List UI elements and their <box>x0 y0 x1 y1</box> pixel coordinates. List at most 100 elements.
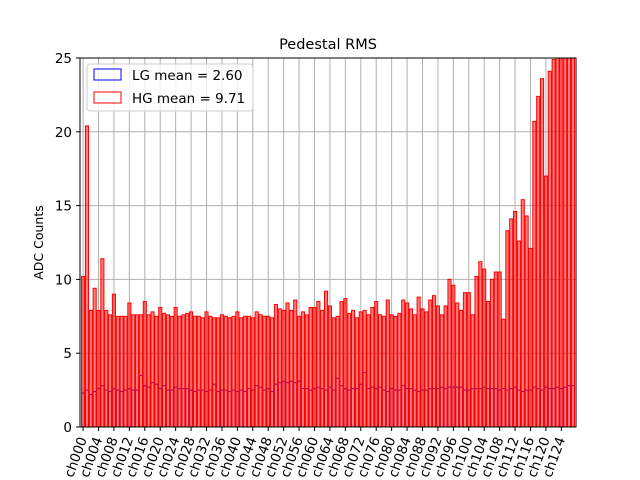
bar-hg <box>111 293 116 428</box>
plot-frame <box>79 57 577 428</box>
bar-hg <box>339 301 344 428</box>
bar-hg <box>289 309 294 428</box>
bar-hg <box>370 306 375 428</box>
bar-hg <box>354 317 359 428</box>
bar-hg <box>204 311 209 428</box>
bar-hg <box>408 308 413 428</box>
bar-hg <box>420 308 425 428</box>
bar-hg <box>146 314 151 428</box>
bar-hg <box>536 95 541 428</box>
bar-hg <box>559 57 564 428</box>
bar-hg <box>100 258 105 428</box>
bar-hg <box>119 315 124 428</box>
bar-hg <box>115 315 120 428</box>
bar-hg <box>246 315 251 428</box>
bar-hg <box>216 317 221 428</box>
bar-hg <box>393 315 398 428</box>
bar-hg <box>281 309 286 428</box>
bar-hg <box>165 314 170 428</box>
bar-hg <box>320 309 325 428</box>
bar-hg <box>466 292 471 428</box>
bar-hg <box>505 230 510 428</box>
legend-swatch-lg <box>93 68 122 81</box>
bar-hg <box>397 312 402 428</box>
bar-hg <box>169 315 174 428</box>
chart-title: Pedestal RMS <box>279 37 377 53</box>
bar-hg <box>324 290 329 428</box>
bar-hg <box>520 199 525 428</box>
bar-hg <box>266 315 271 428</box>
bar-hg <box>88 309 93 428</box>
bar-hg <box>474 275 479 428</box>
bar-hg <box>312 306 317 428</box>
bar-hg <box>223 315 228 428</box>
bar-hg <box>219 314 224 428</box>
bar-hg <box>513 211 518 428</box>
bar-hg <box>563 57 568 428</box>
bar-hg <box>262 315 267 428</box>
bar-hg <box>293 299 298 428</box>
bar-hg <box>424 311 429 428</box>
bar-hg <box>555 57 560 428</box>
bar-hg <box>92 287 97 428</box>
bar-hg <box>486 301 491 428</box>
bar-hg <box>331 317 336 428</box>
bar-hg <box>277 308 282 428</box>
bar-hg <box>200 317 205 428</box>
bar-hg <box>551 58 556 428</box>
bar-hg <box>254 311 259 428</box>
bar-hg <box>540 78 545 428</box>
bar-hg <box>162 312 167 428</box>
bar-hg <box>343 298 348 428</box>
bar-hg <box>270 317 275 428</box>
bar-hg <box>482 268 487 428</box>
bar-hg <box>567 57 572 428</box>
bar-hg <box>235 311 240 428</box>
bar-hg <box>335 315 340 428</box>
bar-hg <box>389 314 394 428</box>
bar-hg <box>381 315 386 428</box>
bar-hg <box>528 247 533 428</box>
bar-hg <box>158 306 163 428</box>
bar-hg <box>401 299 406 428</box>
bar-hg <box>243 315 248 428</box>
bar-hg <box>570 57 575 428</box>
bar-hg <box>316 301 321 428</box>
bar-hg <box>227 317 232 428</box>
bar-hg <box>138 314 143 428</box>
bar-hg <box>524 215 529 428</box>
bar-hg <box>81 275 86 428</box>
bar-hg <box>212 317 217 428</box>
bar-hg <box>304 314 309 428</box>
bar-hg <box>231 315 236 428</box>
bar-hg <box>435 305 440 428</box>
bar-hg <box>447 278 452 428</box>
bar-hg <box>493 271 498 428</box>
bar-hg <box>516 240 521 428</box>
y-tick-label: 25 <box>55 51 72 67</box>
y-axis: 0 5 10 15 20 25 <box>55 51 80 436</box>
bar-hg <box>154 315 159 428</box>
bar-hg <box>84 125 89 428</box>
bar-hg <box>374 301 379 428</box>
legend-label-hg: HG mean = 9.71 <box>132 91 245 107</box>
bar-hg <box>547 70 552 428</box>
bar-hg <box>104 309 109 428</box>
bar-hg <box>273 303 278 428</box>
bar-hg <box>181 314 186 428</box>
bar-hg <box>185 312 190 428</box>
bar-hg <box>501 318 506 428</box>
bar-hg <box>459 309 464 428</box>
bar-hg <box>258 314 263 428</box>
bar-hg <box>192 315 197 428</box>
y-tick-label: 5 <box>63 346 72 362</box>
bar-hg <box>439 314 444 428</box>
bar-hg <box>451 284 456 428</box>
bar-hg <box>347 312 352 428</box>
bar-hg <box>351 309 356 428</box>
bar-hg <box>412 314 417 428</box>
bar-hg <box>208 315 213 428</box>
y-tick-label: 20 <box>55 125 72 141</box>
bar-hg <box>478 261 483 428</box>
